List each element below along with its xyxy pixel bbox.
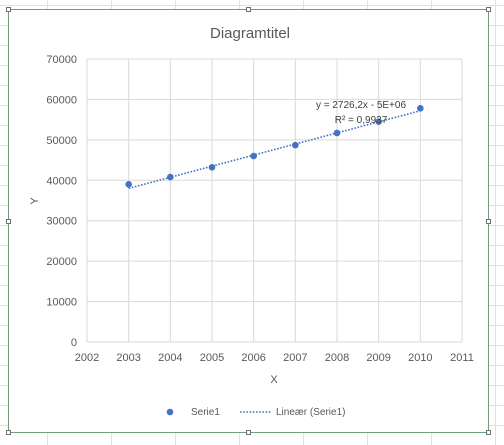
resize-handle-bottom[interactable] <box>246 430 251 435</box>
y-axis-ticks: 0 10000 20000 30000 40000 50000 60000 70000 <box>46 54 77 349</box>
x-axis-ticks: 2002 2003 2004 2005 2006 2007 2008 2009 2010 2011 <box>75 352 474 364</box>
x-tick-label: 2002 <box>75 352 99 364</box>
resize-handle-bottom-left[interactable] <box>6 430 11 435</box>
x-tick-label: 2003 <box>116 352 140 364</box>
resize-handle-top-left[interactable] <box>6 7 11 12</box>
data-point[interactable] <box>333 129 341 137</box>
resize-handle-top[interactable] <box>246 7 251 12</box>
data-point[interactable] <box>417 105 424 112</box>
data-point[interactable] <box>125 181 132 188</box>
data-point[interactable] <box>250 152 257 160</box>
trendline-equation[interactable]: y = 2726,2x - 5E+06 <box>316 100 407 111</box>
x-tick-label: 2010 <box>408 352 432 364</box>
data-point[interactable] <box>167 173 174 181</box>
data-point[interactable] <box>292 141 299 149</box>
resize-handle-left[interactable] <box>6 219 11 224</box>
legend-label-serie1: Serie1 <box>191 407 220 418</box>
x-tick-label: 2004 <box>158 352 182 364</box>
x-axis-title[interactable]: X <box>270 374 278 386</box>
resize-handle-bottom-right[interactable] <box>486 430 491 435</box>
trendline-r-squared[interactable]: R² = 0,9937 <box>335 115 388 126</box>
x-tick-label: 2011 <box>450 352 474 364</box>
x-tick-label: 2008 <box>325 352 349 364</box>
y-tick-label: 0 <box>71 337 77 349</box>
y-tick-label: 40000 <box>46 175 77 187</box>
series-points <box>125 105 424 188</box>
resize-handle-right[interactable] <box>486 219 491 224</box>
legend-label-trendline: Lineær (Serie1) <box>276 407 345 418</box>
y-tick-label: 60000 <box>46 94 77 106</box>
x-tick-label: 2006 <box>241 352 265 364</box>
trendline[interactable] <box>128 109 421 190</box>
y-axis-title[interactable]: Y <box>29 197 41 205</box>
y-tick-label: 30000 <box>46 216 77 228</box>
legend[interactable]: Serie1 Lineær (Serie1) <box>166 407 346 418</box>
gridlines <box>86 58 463 343</box>
y-tick-label: 10000 <box>46 297 77 309</box>
x-tick-label: 2007 <box>283 352 307 364</box>
x-tick-label: 2005 <box>200 352 224 364</box>
data-point[interactable] <box>375 118 382 125</box>
resize-handle-top-right[interactable] <box>486 7 491 12</box>
x-tick-label: 2009 <box>366 352 390 364</box>
y-tick-label: 50000 <box>46 135 77 147</box>
legend-marker-serie1 <box>166 408 174 416</box>
chart-title[interactable]: Diagramtitel <box>210 25 290 42</box>
y-tick-label: 20000 <box>46 256 77 268</box>
y-tick-label: 70000 <box>46 54 77 66</box>
data-point[interactable] <box>208 164 216 171</box>
